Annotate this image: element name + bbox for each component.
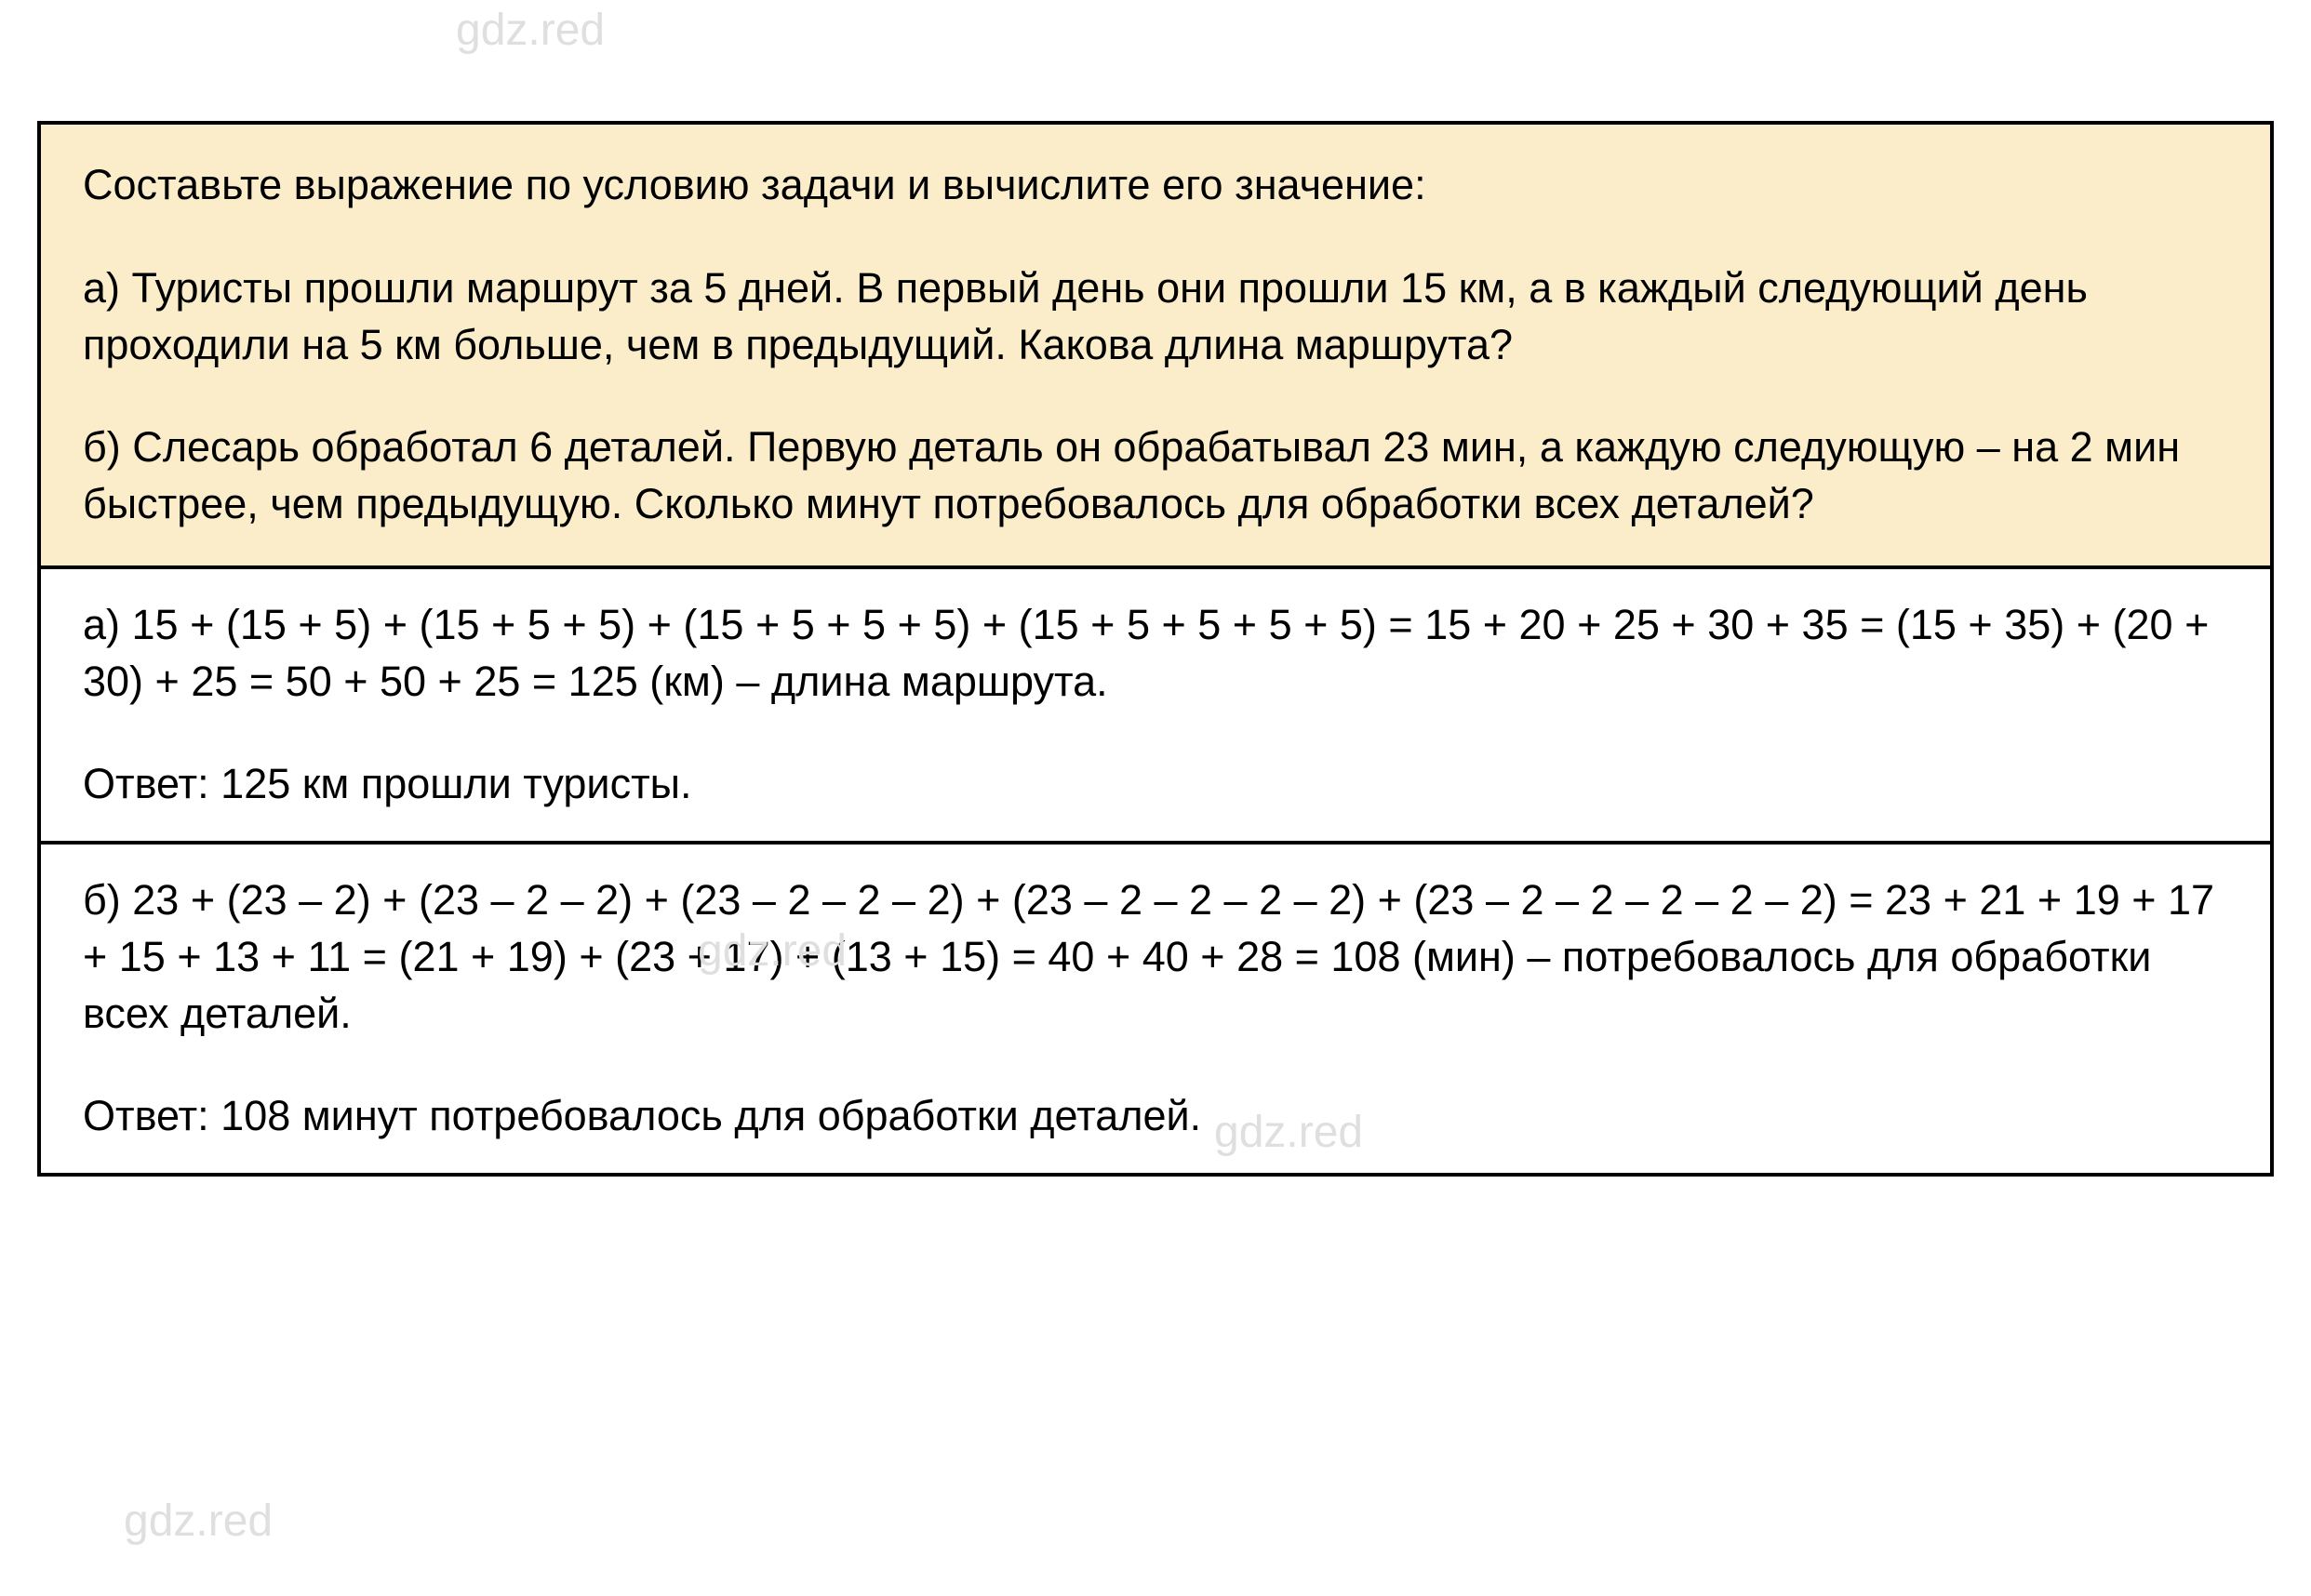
problem-intro: Составьте выражение по условию задачи и … xyxy=(83,157,2228,214)
problem-part-b: б) Слесарь обработал 6 деталей. Первую д… xyxy=(83,419,2228,533)
solution-a-cell: а) 15 + (15 + 5) + (15 + 5 + 5) + (15 + … xyxy=(41,569,2270,845)
problem-solution-table: Составьте выражение по условию задачи и … xyxy=(37,121,2274,1177)
solution-b-answer: Ответ: 108 минут потребовалось для обраб… xyxy=(83,1088,2228,1145)
solution-b-calculation: б) 23 + (23 – 2) + (23 – 2 – 2) + (23 – … xyxy=(83,872,2228,1042)
solution-a-answer: Ответ: 125 км прошли туристы. xyxy=(83,756,2228,813)
problem-statement-cell: Составьте выражение по условию задачи и … xyxy=(41,125,2270,569)
solution-b-cell: б) 23 + (23 – 2) + (23 – 2 – 2) + (23 – … xyxy=(41,845,2270,1173)
watermark: gdz.red xyxy=(456,5,605,56)
problem-part-a: а) Туристы прошли маршрут за 5 дней. В п… xyxy=(83,260,2228,374)
watermark: gdz.red xyxy=(124,1496,273,1547)
solution-a-calculation: а) 15 + (15 + 5) + (15 + 5 + 5) + (15 + … xyxy=(83,597,2228,711)
